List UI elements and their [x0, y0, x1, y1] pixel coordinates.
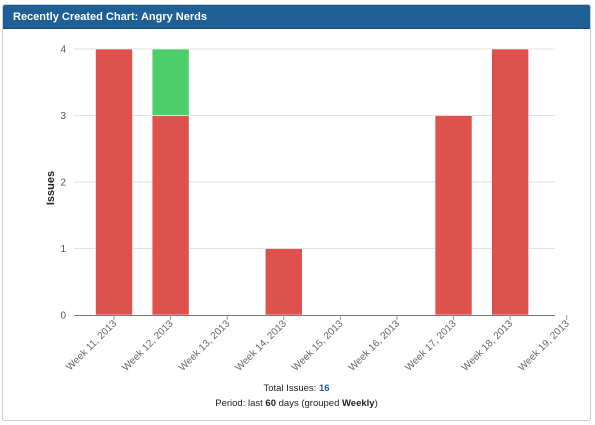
gadget-header: Recently Created Chart: Angry Nerds [3, 5, 590, 29]
x-tick-labels: Week 11, 2013 Week 12, 2013 Week 13, 2013 W… [64, 318, 572, 374]
x-tick-label: Week 12, 2013 [120, 318, 176, 374]
x-tick-label: Week 11, 2013 [64, 318, 119, 373]
x-tick-label: Week 13, 2013 [177, 318, 233, 374]
y-tick-label: 2 [60, 178, 66, 189]
x-tick-label: Week 14, 2013 [234, 318, 290, 374]
x-tick-label: Week 19, 2013 [517, 318, 573, 374]
bar-week-12-2013-series-1[interactable] [151, 48, 190, 116]
x-tick-label: Week 16, 2013 [347, 318, 403, 374]
grid-lines [74, 48, 555, 249]
total-issues-value: 16 [318, 383, 330, 394]
gadget-title: Recently Created Chart: Angry Nerds [13, 10, 207, 23]
bar-week-12-2013-series-0[interactable] [151, 115, 190, 316]
y-tick-label: 4 [60, 45, 66, 56]
y-axis-label: Issues [45, 171, 57, 205]
chart-gadget: Recently Created Chart: Angry Nerds 0 1 2 3… [2, 4, 591, 421]
y-tick-label: 1 [60, 244, 66, 255]
total-issues-line: Total Issues: 16 [3, 383, 590, 394]
x-tick-label: Week 17, 2013 [403, 318, 459, 374]
axes [74, 315, 568, 320]
y-tick-labels: 0 1 2 3 4 [60, 45, 66, 322]
period-group: Weekly [342, 398, 375, 409]
x-tick-label: Week 18, 2013 [460, 318, 516, 374]
period-days: 60 [265, 398, 276, 409]
bars [95, 48, 529, 316]
bar-week-14-2013-series-0[interactable] [264, 248, 303, 316]
total-issues-label: Total Issues: [263, 383, 319, 394]
period-suffix: ) [374, 398, 378, 409]
bar-week-11-2013-series-0[interactable] [95, 48, 133, 316]
y-tick-label: 0 [60, 311, 66, 322]
x-tick-label: Week 15, 2013 [290, 318, 346, 374]
bar-chart: 0 1 2 3 4 Week 11, 2013 Week 12, 2013 Week 13,… [45, 45, 572, 374]
y-tick-label: 3 [60, 111, 66, 122]
bar-week-18-2013-series-0[interactable] [491, 48, 529, 316]
period-mid: days (grouped [275, 398, 342, 409]
period-line: Period: last 60 days (grouped Weekly) [3, 398, 590, 409]
period-prefix: Period: last [215, 398, 266, 409]
bar-week-17-2013-series-0[interactable] [434, 115, 473, 316]
